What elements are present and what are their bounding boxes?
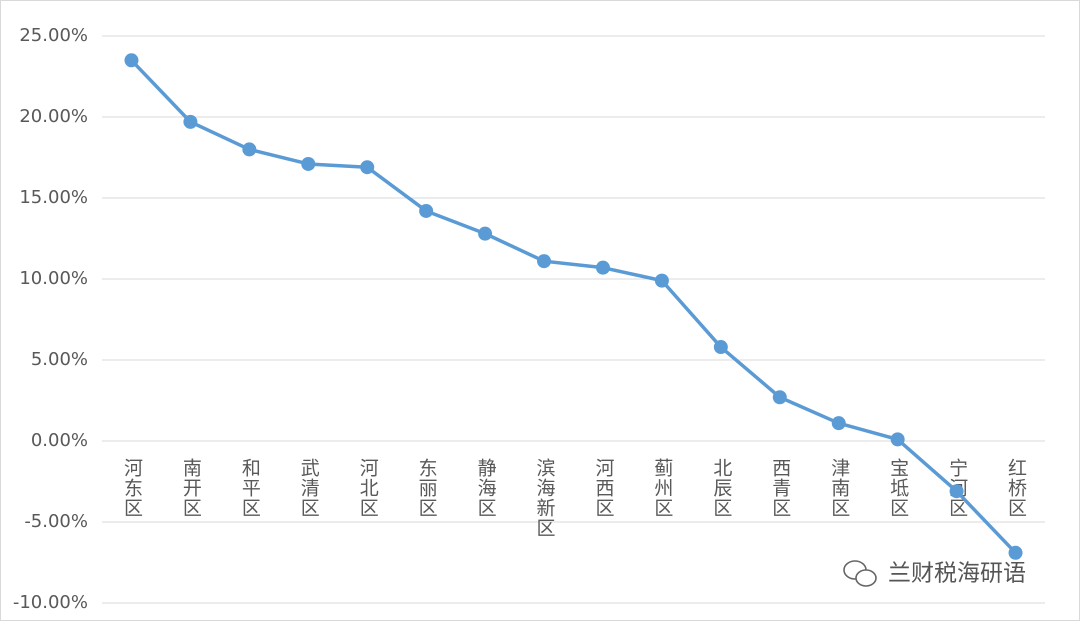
point (595, 260, 610, 275)
x-tick-label: 武清区 (298, 458, 320, 518)
point (419, 203, 434, 218)
x-tick-label: 南开区 (180, 458, 202, 518)
x-tick-label: 滨海新区 (534, 458, 556, 538)
point (242, 142, 257, 157)
point (360, 160, 375, 175)
point (124, 53, 139, 68)
point (949, 484, 964, 499)
y-tick-label: 5.00% (31, 349, 88, 370)
y-tick-label: 25.00% (19, 25, 88, 46)
y-tick-label: 20.00% (19, 106, 88, 127)
point (537, 254, 552, 269)
y-tick-label: -5.00% (24, 511, 88, 532)
y-tick-label: 15.00% (19, 187, 88, 208)
y-tick-label: -10.00% (13, 592, 88, 613)
x-tick-label: 蓟州区 (651, 458, 673, 518)
point (831, 416, 846, 431)
point (183, 114, 198, 129)
y-tick-label: 0.00% (31, 430, 88, 451)
point (890, 432, 905, 447)
x-tick-label: 津南区 (828, 458, 850, 518)
x-tick-label: 东丽区 (416, 458, 438, 518)
watermark: 兰财税海研语 (888, 561, 1026, 587)
x-tick-label: 北辰区 (710, 458, 732, 518)
watermark-icon (843, 560, 877, 587)
point (713, 340, 728, 355)
x-tick-label: 河西区 (592, 458, 614, 518)
x-tick-label: 河北区 (357, 458, 379, 518)
x-tick-label: 静海区 (475, 458, 497, 518)
x-tick-label: 和平区 (239, 458, 261, 518)
x-tick-label: 红桥区 (1005, 458, 1027, 518)
grid: -10.00% -5.00% 0.00% 5.00% 10.00% 15.00% 20.00… (13, 25, 1045, 613)
x-tick-label: 西青区 (769, 458, 791, 518)
y-tick-label: 10.00% (19, 268, 88, 289)
marks (124, 53, 1023, 560)
point (1008, 545, 1023, 560)
line (130, 59, 1017, 554)
x-tick-label: 宝坻区 (887, 458, 909, 518)
point (478, 226, 493, 241)
point (772, 390, 787, 405)
x-tick-label: 河东区 (121, 458, 143, 518)
point (654, 273, 669, 288)
point (301, 156, 316, 171)
